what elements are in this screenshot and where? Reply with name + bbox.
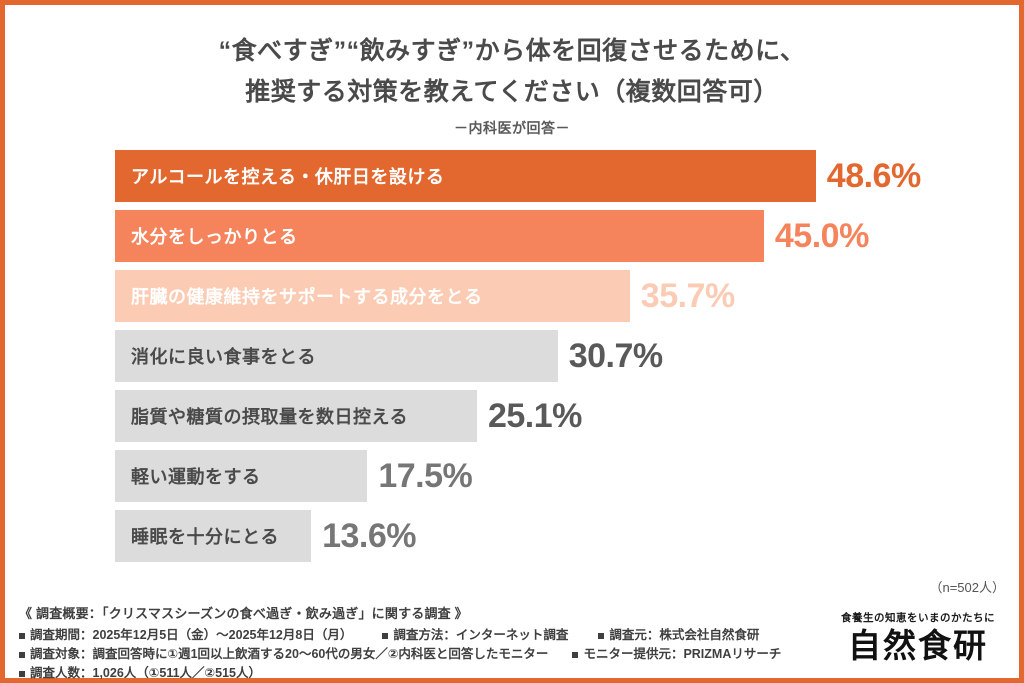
chart-row: 肝臓の健康維持をサポートする成分をとる 35.7%	[115, 270, 945, 322]
footer-item: モニター提供元：PRIZMAリサーチ	[572, 645, 781, 664]
bar-value-label: 48.6%	[826, 156, 921, 195]
brand-logo: 食養生の知恵をいまのかたちに 自然食研	[833, 610, 1003, 664]
footer-notes: 《 調査概要：「クリスマスシーズンの食べ過ぎ・飲み過ぎ」に関する調査 》 調査期…	[19, 603, 859, 683]
bullet-square-icon	[598, 633, 605, 639]
chart-row: 睡眠を十分にとる 13.6%	[115, 510, 945, 562]
chart-bar: 軽い運動をする	[115, 450, 368, 502]
chart-bar: 消化に良い食事をとる	[115, 330, 558, 382]
footer-item-text: 調査元：株式会社自然食研	[609, 628, 760, 642]
bar-category-label: 消化に良い食事をとる	[131, 347, 316, 367]
title-block: “食べすぎ”“飲みすぎ”から体を回復させるために、 推奨する対策を教えてください…	[5, 31, 1019, 138]
bullet-square-icon	[19, 671, 25, 677]
bar-category-label: 睡眠を十分にとる	[131, 527, 279, 547]
footer-row: 調査人数：1,026人（①511人／②515人）	[19, 664, 859, 683]
page-title-line-2: 推奨する対策を教えてください（複数回答可）	[245, 78, 779, 106]
footer-row: 調査対象：調査回答時に①週1回以上飲酒する20～60代の男女／②内科医と回答した…	[19, 645, 859, 664]
footer-item: 調査人数：1,026人（①511人／②515人）	[19, 664, 261, 683]
chart-row: 消化に良い食事をとる 30.7%	[115, 330, 945, 382]
footer-item: 調査方法：インターネット調査	[382, 626, 568, 645]
bullet-square-icon	[19, 633, 25, 639]
chart-bar: 肝臓の健康維持をサポートする成分をとる	[115, 270, 630, 322]
brand-name: 自然食研	[848, 627, 988, 664]
bar-chart: アルコールを控える・休肝日を設ける 48.6% 水分をしっかりとる 45.0% 肝臓の健…	[115, 150, 945, 575]
bullet-square-icon	[382, 633, 389, 639]
footer-item-text: 調査対象：調査回答時に①週1回以上飲酒する20～60代の男女／②内科医と回答した…	[30, 647, 549, 661]
footer-item: 調査対象：調査回答時に①週1回以上飲酒する20～60代の男女／②内科医と回答した…	[19, 645, 548, 664]
bullet-square-icon	[572, 652, 579, 658]
bar-value-label: 45.0%	[774, 216, 869, 255]
bar-value-label: 25.1%	[487, 396, 582, 435]
chart-row: アルコールを控える・休肝日を設ける 48.6%	[115, 150, 945, 202]
footer-row: 調査期間：2025年12月5日（金）～2025年12月8日（月） 調査方法：インタ…	[19, 626, 859, 645]
footer-item-text: 調査方法：インターネット調査	[393, 628, 569, 642]
chart-bar: 脂質や糖質の摂取量を数日控える	[115, 390, 477, 442]
sample-size-label: （n=502人）	[929, 580, 1005, 595]
page-title-line-1: “食べすぎ”“飲みすぎ”から体を回復させるために、	[218, 37, 806, 65]
bar-value-label: 13.6%	[322, 516, 417, 555]
bar-category-label: 軽い運動をする	[131, 467, 261, 487]
bar-value-label: 17.5%	[378, 456, 473, 495]
brand-tagline: 食養生の知恵をいまのかたちに	[841, 612, 995, 624]
bullet-square-icon	[19, 652, 25, 658]
footer-heading: 《 調査概要：「クリスマスシーズンの食べ過ぎ・飲み過ぎ」に関する調査 》	[19, 606, 468, 621]
footer-item: 調査元：株式会社自然食研	[598, 626, 759, 645]
bar-category-label: 水分をしっかりとる	[131, 227, 298, 247]
footer-item-text: 調査期間：2025年12月5日（金）～2025年12月8日（月）	[30, 628, 353, 642]
footer-item-text: モニター提供元：PRIZMAリサーチ	[583, 647, 782, 661]
bar-category-label: 脂質や糖質の摂取量を数日控える	[131, 407, 408, 427]
chart-row: 脂質や糖質の摂取量を数日控える 25.1%	[115, 390, 945, 442]
bar-category-label: アルコールを控える・休肝日を設ける	[131, 167, 445, 187]
footer-rows: 調査期間：2025年12月5日（金）～2025年12月8日（月） 調査方法：インタ…	[19, 626, 859, 683]
chart-bar: 睡眠を十分にとる	[115, 510, 312, 562]
page-subtitle: －内科医が回答－	[454, 120, 570, 136]
chart-bar: アルコールを控える・休肝日を設ける	[115, 150, 816, 202]
chart-bar: 水分をしっかりとる	[115, 210, 764, 262]
bar-value-label: 30.7%	[568, 336, 663, 375]
bar-category-label: 肝臓の健康維持をサポートする成分をとる	[131, 287, 483, 307]
footer-item: 調査期間：2025年12月5日（金）～2025年12月8日（月）	[19, 626, 352, 645]
chart-row: 水分をしっかりとる 45.0%	[115, 210, 945, 262]
footer-item-text: 調査人数：1,026人（①511人／②515人）	[30, 666, 261, 680]
chart-row: 軽い運動をする 17.5%	[115, 450, 945, 502]
bar-value-label: 35.7%	[640, 276, 735, 315]
